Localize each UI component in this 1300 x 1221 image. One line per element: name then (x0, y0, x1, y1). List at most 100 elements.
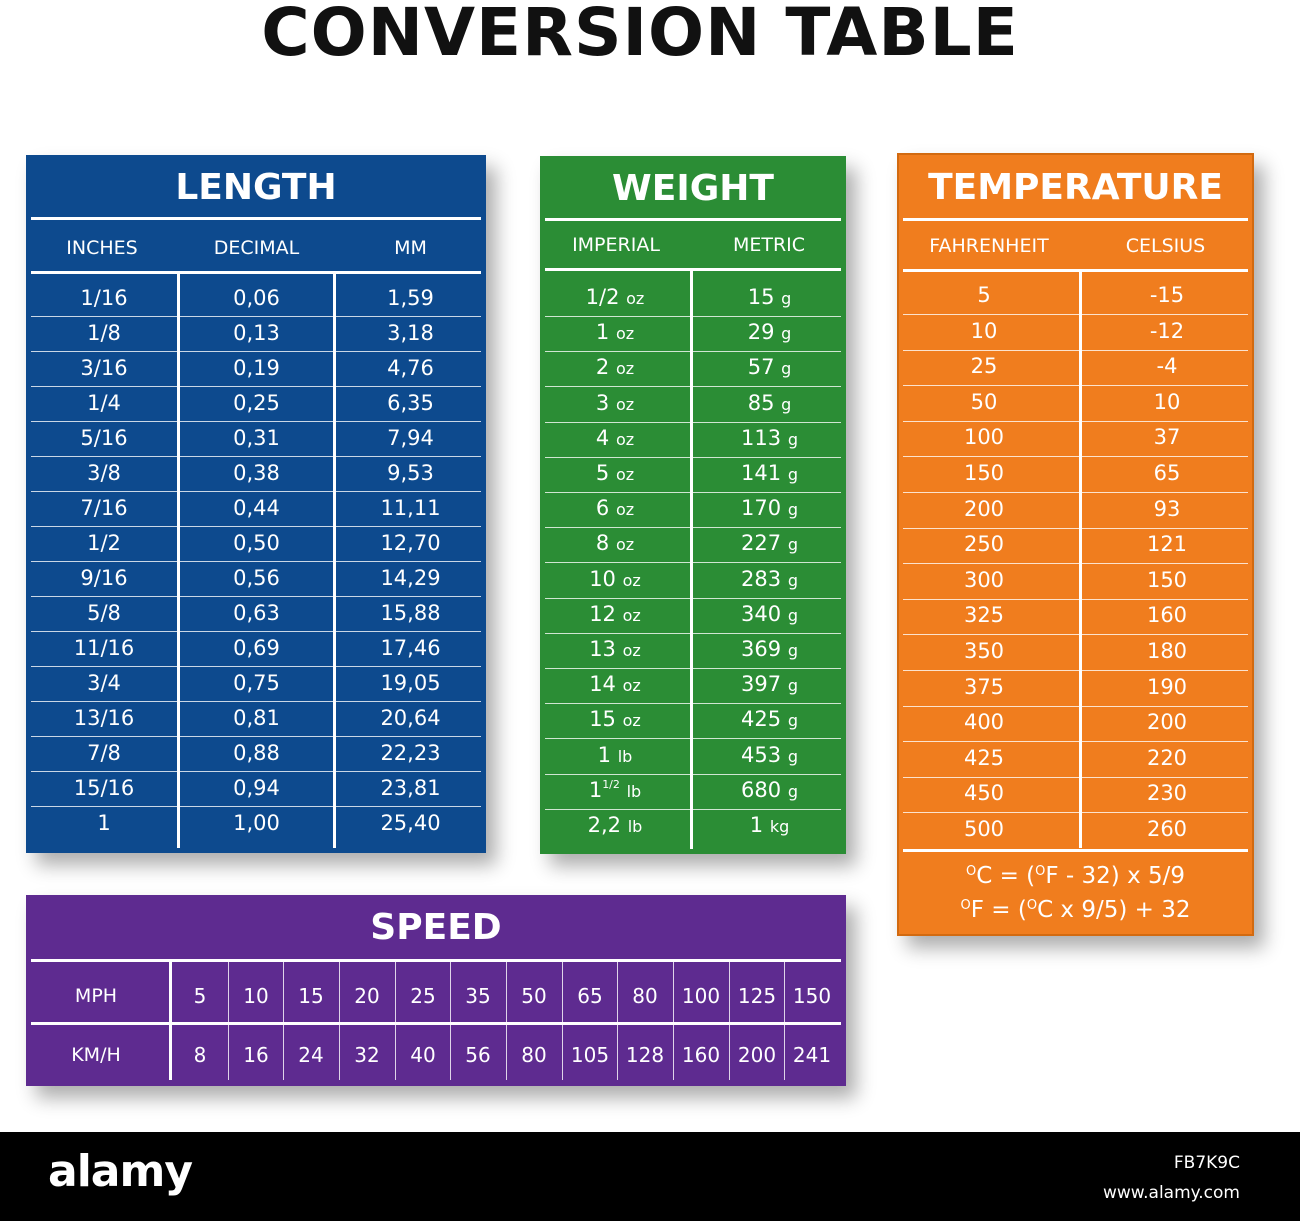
weight-unit: lb (627, 817, 643, 836)
length-cell: 0,56 (233, 566, 280, 590)
weight-metric-cell: 340 g (693, 602, 846, 626)
length-cell: 0,88 (233, 741, 280, 765)
celsius-cell: 10 (1153, 390, 1181, 414)
speed-col-divider (228, 962, 229, 1080)
weight-value: 14 (589, 672, 616, 696)
weight-unit: g (787, 465, 798, 484)
weight-title: WEIGHT (612, 168, 774, 209)
speed-title: SPEED (370, 907, 502, 948)
length-cell: 1/16 (80, 286, 128, 310)
mph-cell: 150 (792, 984, 832, 1008)
length-cell: 3/8 (87, 461, 121, 485)
weight-value: 57 (747, 355, 775, 379)
row-divider (31, 666, 481, 667)
length-cell: 0,19 (233, 356, 280, 380)
row-divider (545, 457, 841, 458)
length-cell: 0,06 (233, 286, 280, 310)
mph-cell: 25 (410, 984, 436, 1008)
celsius-cell: 230 (1146, 781, 1188, 805)
row-divider (903, 528, 1248, 529)
row-divider (545, 668, 841, 669)
fahrenheit-cell: 450 (963, 781, 1005, 805)
weight-metric-cell: 425 g (693, 707, 846, 731)
weight-value: 12 (589, 602, 616, 626)
row-divider (31, 771, 481, 772)
weight-value: 369 (741, 637, 782, 661)
row-divider (31, 456, 481, 457)
weight-unit: g (787, 535, 798, 554)
speed-label-divider (169, 962, 172, 1080)
row-divider (31, 701, 481, 702)
kmh-cell: 8 (193, 1043, 207, 1067)
temperature-title: TEMPERATURE (928, 167, 1223, 208)
weight-header-metric: METRIC (732, 234, 806, 256)
weight-header-imperial: IMPERIAL (572, 234, 660, 256)
weight-unit: oz (615, 395, 635, 414)
kmh-cell: 16 (243, 1043, 269, 1067)
kmh-cell: 241 (792, 1043, 832, 1067)
weight-unit: oz (615, 324, 635, 343)
celsius-cell: 190 (1146, 675, 1188, 699)
weight-value: 397 (741, 672, 782, 696)
length-cell: 22,23 (380, 741, 441, 765)
length-cell: 5/8 (87, 601, 121, 625)
length-cell: 0,44 (233, 496, 280, 520)
weight-metric-cell: 141 g (693, 461, 846, 485)
kmh-cell: 128 (625, 1043, 665, 1067)
mph-cell: 15 (298, 984, 324, 1008)
weight-header-divider (545, 268, 841, 271)
row-divider (903, 385, 1248, 386)
temperature-header-fahrenheit: FAHRENHEIT (929, 235, 1049, 257)
length-cell: 5/16 (80, 426, 128, 450)
mph-cell: 65 (577, 984, 603, 1008)
weight-metric-cell: 227 g (693, 531, 846, 555)
kmh-cell: 24 (298, 1043, 324, 1067)
weight-value: 2 (595, 355, 610, 379)
weight-unit: g (787, 747, 798, 766)
length-cell: 17,46 (380, 636, 441, 660)
celsius-cell: 180 (1146, 639, 1188, 663)
weight-title-divider (545, 218, 841, 221)
speed-panel: SPEED MPH KM/H 5 8 10 16 15 24 20 32 25 40 35 56 50 8… (26, 895, 846, 1086)
weight-value: 425 (741, 707, 782, 731)
weight-unit: g (781, 324, 792, 343)
footer-logo: alamy (48, 1146, 193, 1197)
weight-value: 170 (741, 496, 782, 520)
weight-metric-cell: 1 kg (693, 813, 846, 837)
fahrenheit-cell: 5 (977, 283, 991, 307)
celsius-formula: OC = (OF - 32) x 5/9 (965, 863, 1186, 889)
weight-imperial-cell: 10 oz (540, 567, 690, 591)
speed-col-divider (395, 962, 396, 1080)
row-divider (545, 738, 841, 739)
temperature-formula-divider (903, 849, 1248, 852)
weight-imperial-cell: 2,2 lb (540, 813, 690, 837)
length-cell: 7/16 (80, 496, 128, 520)
row-divider (903, 599, 1248, 600)
row-divider (903, 563, 1248, 564)
kmh-cell: 80 (521, 1043, 547, 1067)
length-cell: 0,50 (233, 531, 280, 555)
fahrenheit-cell: 50 (970, 390, 998, 414)
length-cell: 0,69 (233, 636, 280, 660)
kmh-cell: 56 (465, 1043, 491, 1067)
weight-unit: g (787, 430, 798, 449)
length-cell: 0,75 (233, 671, 280, 695)
celsius-cell: -15 (1149, 283, 1185, 307)
speed-label-mph: MPH (74, 985, 118, 1007)
fahrenheit-cell: 200 (963, 497, 1005, 521)
weight-unit: oz (615, 465, 635, 484)
weight-unit: oz (622, 606, 641, 625)
row-divider (545, 351, 841, 352)
kmh-cell: 105 (570, 1043, 610, 1067)
weight-value: 283 (741, 567, 782, 591)
weight-unit: g (787, 571, 798, 590)
weight-imperial-cell: 2 oz (540, 355, 690, 379)
weight-value: 3 (595, 391, 610, 415)
length-title: LENGTH (175, 167, 337, 208)
weight-value: 453 (741, 743, 782, 767)
length-cell: 3/4 (87, 671, 121, 695)
weight-imperial-cell: 1 oz (540, 320, 690, 344)
row-divider (545, 316, 841, 317)
length-cell: 1/2 (87, 531, 121, 555)
